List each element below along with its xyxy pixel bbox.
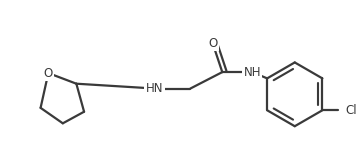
Text: HN: HN [146, 82, 163, 95]
Text: O: O [208, 37, 217, 50]
Text: Cl: Cl [346, 104, 356, 117]
Text: O: O [44, 67, 53, 80]
Text: NH: NH [244, 66, 261, 79]
